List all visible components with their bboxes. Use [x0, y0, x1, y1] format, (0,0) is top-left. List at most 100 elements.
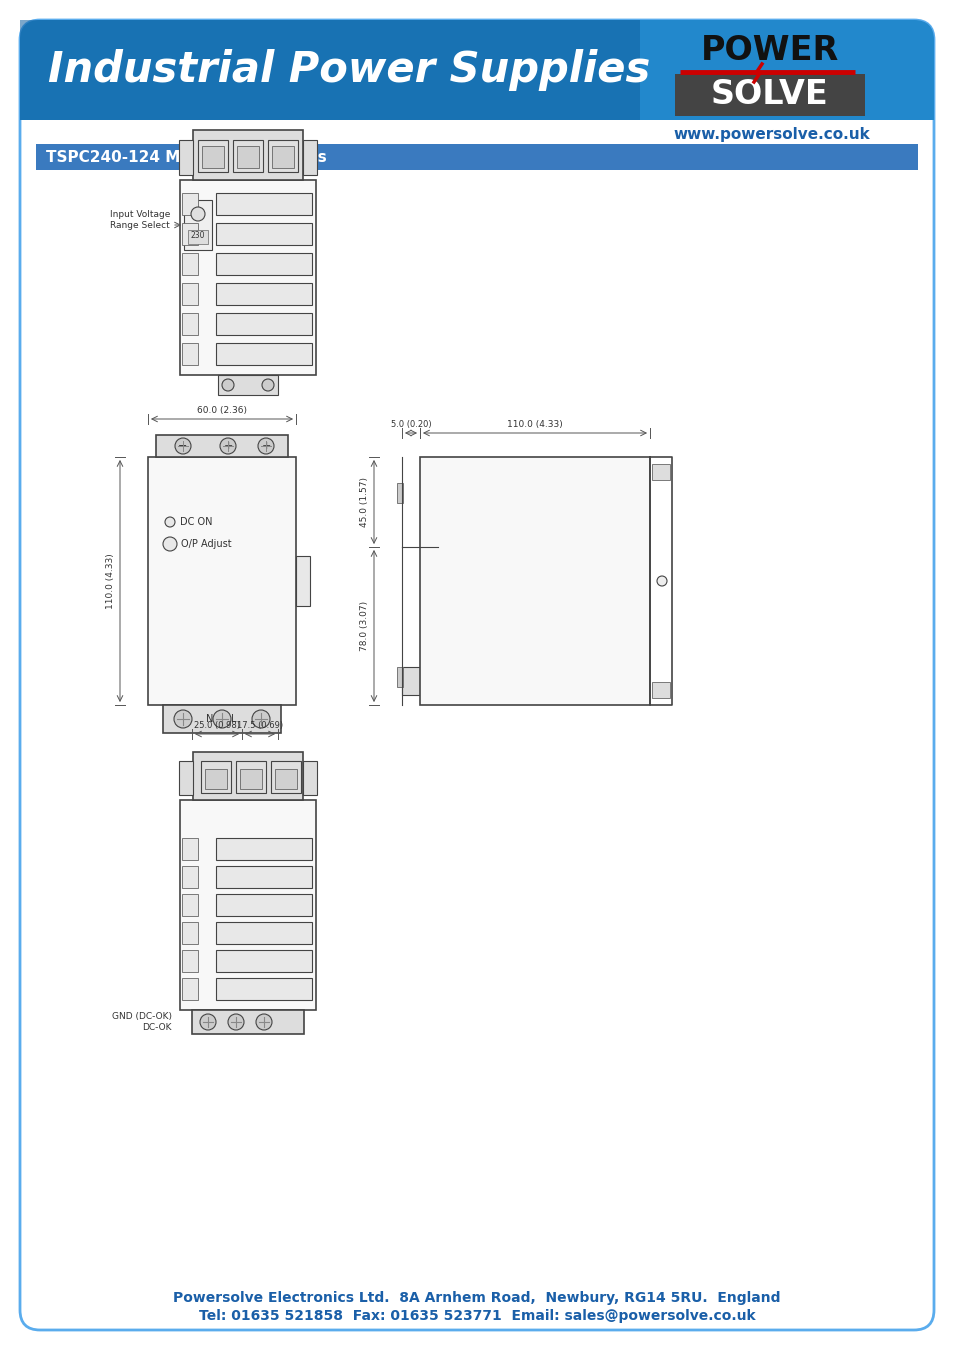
- FancyBboxPatch shape: [20, 20, 933, 1330]
- Bar: [192, 1010, 304, 1034]
- Circle shape: [200, 1014, 215, 1030]
- Bar: [215, 343, 312, 364]
- Bar: [201, 761, 231, 792]
- Bar: [156, 435, 288, 458]
- Bar: [240, 769, 262, 788]
- Bar: [179, 761, 193, 795]
- Bar: [651, 464, 669, 481]
- Circle shape: [252, 710, 270, 728]
- Bar: [182, 865, 198, 888]
- Bar: [419, 458, 649, 705]
- Bar: [215, 838, 312, 860]
- Bar: [182, 193, 198, 215]
- Bar: [215, 284, 312, 305]
- Text: SOLVE: SOLVE: [710, 77, 828, 111]
- Bar: [36, 144, 917, 170]
- Bar: [272, 146, 294, 167]
- Bar: [215, 894, 312, 917]
- Bar: [651, 682, 669, 698]
- Text: 60.0 (2.36): 60.0 (2.36): [196, 406, 247, 414]
- Bar: [182, 977, 198, 1000]
- Text: O/P Adjust: O/P Adjust: [181, 539, 232, 549]
- Bar: [184, 200, 212, 250]
- Bar: [182, 343, 198, 364]
- Bar: [218, 375, 277, 396]
- Bar: [205, 769, 227, 788]
- Bar: [675, 74, 864, 116]
- Bar: [215, 865, 312, 888]
- Bar: [193, 752, 303, 801]
- Bar: [271, 761, 301, 792]
- Bar: [215, 193, 312, 215]
- Bar: [182, 950, 198, 972]
- Text: 25.0 (0.98): 25.0 (0.98): [193, 721, 240, 730]
- Circle shape: [191, 207, 205, 221]
- Bar: [303, 140, 316, 176]
- Circle shape: [163, 537, 177, 551]
- Text: 110.0 (4.33): 110.0 (4.33): [106, 554, 115, 609]
- Bar: [180, 801, 315, 1010]
- FancyBboxPatch shape: [20, 20, 933, 120]
- Circle shape: [222, 379, 233, 391]
- Text: 5.0 (0.20): 5.0 (0.20): [391, 420, 431, 429]
- Bar: [182, 252, 198, 275]
- Bar: [236, 146, 258, 167]
- Text: N: N: [206, 714, 213, 724]
- Circle shape: [220, 437, 235, 454]
- Circle shape: [174, 437, 191, 454]
- Bar: [182, 922, 198, 944]
- Bar: [182, 838, 198, 860]
- Circle shape: [173, 710, 192, 728]
- Bar: [215, 950, 312, 972]
- Circle shape: [165, 517, 174, 526]
- Bar: [396, 483, 402, 504]
- Bar: [179, 140, 193, 176]
- Circle shape: [262, 379, 274, 391]
- Text: −: −: [178, 441, 188, 451]
- Circle shape: [657, 576, 666, 586]
- Bar: [215, 313, 312, 335]
- Text: Industrial Power Supplies: Industrial Power Supplies: [48, 49, 650, 90]
- Text: 45.0 (1.57): 45.0 (1.57): [359, 477, 369, 526]
- Bar: [148, 458, 295, 705]
- Text: 17.5 (0.69): 17.5 (0.69): [236, 721, 283, 730]
- Text: 230: 230: [191, 231, 205, 240]
- Bar: [198, 140, 228, 171]
- Text: +: +: [261, 441, 271, 451]
- Text: TSPC240-124 Mechanical Details: TSPC240-124 Mechanical Details: [46, 150, 327, 165]
- Bar: [235, 761, 266, 792]
- Bar: [188, 230, 208, 244]
- Bar: [295, 556, 310, 606]
- Bar: [268, 140, 297, 171]
- Text: POWER: POWER: [700, 34, 839, 66]
- Bar: [20, 20, 639, 120]
- Bar: [163, 705, 281, 733]
- Bar: [215, 977, 312, 1000]
- Circle shape: [228, 1014, 244, 1030]
- Bar: [182, 284, 198, 305]
- Bar: [303, 761, 316, 795]
- Text: 78.0 (3.07): 78.0 (3.07): [359, 601, 369, 651]
- Bar: [215, 223, 312, 244]
- Bar: [182, 894, 198, 917]
- Bar: [182, 313, 198, 335]
- Text: Powersolve Electronics Ltd.  8A Arnhem Road,  Newbury, RG14 5RU.  England: Powersolve Electronics Ltd. 8A Arnhem Ro…: [173, 1291, 780, 1305]
- Text: DC ON: DC ON: [180, 517, 213, 526]
- Bar: [233, 140, 263, 171]
- Bar: [401, 667, 419, 695]
- Text: L: L: [231, 714, 236, 724]
- Text: GND (DC-OK)
DC-OK: GND (DC-OK) DC-OK: [112, 1011, 172, 1033]
- Circle shape: [257, 437, 274, 454]
- Bar: [193, 130, 303, 180]
- Bar: [396, 667, 402, 687]
- Bar: [274, 769, 296, 788]
- Text: 110.0 (4.33): 110.0 (4.33): [507, 420, 562, 429]
- Text: Input Voltage
Range Select: Input Voltage Range Select: [110, 209, 170, 231]
- Bar: [202, 146, 224, 167]
- Bar: [182, 223, 198, 244]
- Bar: [180, 180, 315, 375]
- Circle shape: [213, 710, 231, 728]
- Bar: [215, 252, 312, 275]
- Text: www.powersolve.co.uk: www.powersolve.co.uk: [673, 127, 869, 142]
- Text: Tel: 01635 521858  Fax: 01635 523771  Email: sales@powersolve.co.uk: Tel: 01635 521858 Fax: 01635 523771 Emai…: [198, 1310, 755, 1323]
